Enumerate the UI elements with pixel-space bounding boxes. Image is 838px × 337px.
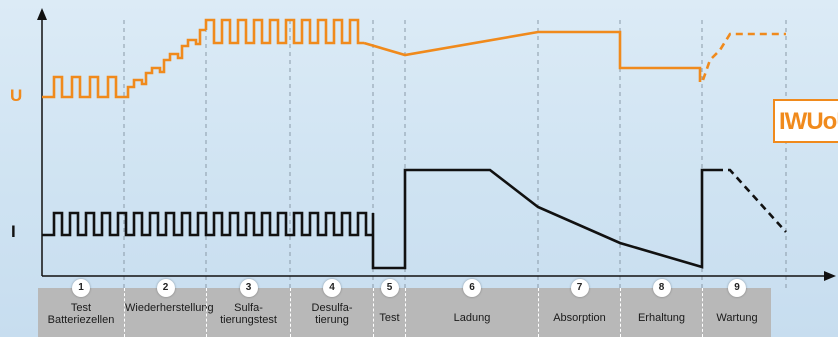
phase-5: 5 Test [373, 279, 405, 337]
phase-number: 8 [652, 279, 671, 297]
phase-2: 2 Wiederherstellung [124, 279, 214, 337]
phase-number: 9 [728, 279, 746, 297]
phase-label: Test Batteriezellen [47, 302, 115, 326]
charge-profile-badge: IWUoU [773, 99, 838, 143]
phase-number: 6 [463, 279, 481, 297]
voltage-maintenance-dashed [701, 32, 786, 81]
voltage-main-charge [363, 30, 702, 82]
vertical-axis-arrow [37, 8, 47, 20]
phase-number: 5 [380, 279, 399, 297]
phase-6: 6 Ladung [405, 279, 538, 337]
current-pulses [42, 211, 373, 237]
voltage-sulfation-pulses [204, 18, 364, 45]
phase-number: 1 [72, 279, 90, 297]
voltage-recovery-pulses [124, 28, 206, 99]
phase-1: 1 Test Batteriezellen [38, 279, 124, 337]
phase-9: 9 Wartung [702, 279, 771, 337]
phase-band: 1 Test Batteriezellen 2 Wiederherstellun… [38, 279, 771, 337]
phase-label: Wartung [716, 312, 758, 324]
voltage-axis-label: U [10, 86, 23, 105]
phase-label: Wiederherstellung [125, 302, 214, 314]
current-main-charge [371, 168, 716, 270]
phase-label: Absorption [553, 312, 606, 324]
phase-8: 8 Erhaltung [620, 279, 702, 337]
phase-number: 2 [156, 279, 175, 297]
phase-label: Ladung [453, 312, 491, 324]
current-curve [42, 168, 787, 270]
phase-number: 3 [239, 279, 258, 297]
phase-label: Sulfa- tierungstest [220, 302, 277, 326]
phase-label: Erhaltung [637, 312, 686, 324]
phase-4: 4 Desulfa- tierung [290, 279, 373, 337]
phase-number: 4 [323, 279, 341, 297]
phase-3: 3 Sulfa- tierungstest [206, 279, 290, 337]
current-maintenance-dashed [716, 168, 787, 233]
phase-label: Test [379, 312, 400, 324]
phase-number: 7 [570, 279, 589, 297]
phase-label: Desulfa- tierung [311, 302, 353, 326]
phase-dividers [123, 20, 787, 288]
axes [37, 8, 836, 281]
voltage-test-pulses [42, 75, 124, 99]
current-axis-label: I [11, 222, 16, 241]
phase-7: 7 Absorption [538, 279, 620, 337]
voltage-curve [42, 18, 786, 99]
charge-profile-badge-text: IWUoU [779, 108, 838, 135]
horizontal-axis-arrow [824, 271, 836, 281]
